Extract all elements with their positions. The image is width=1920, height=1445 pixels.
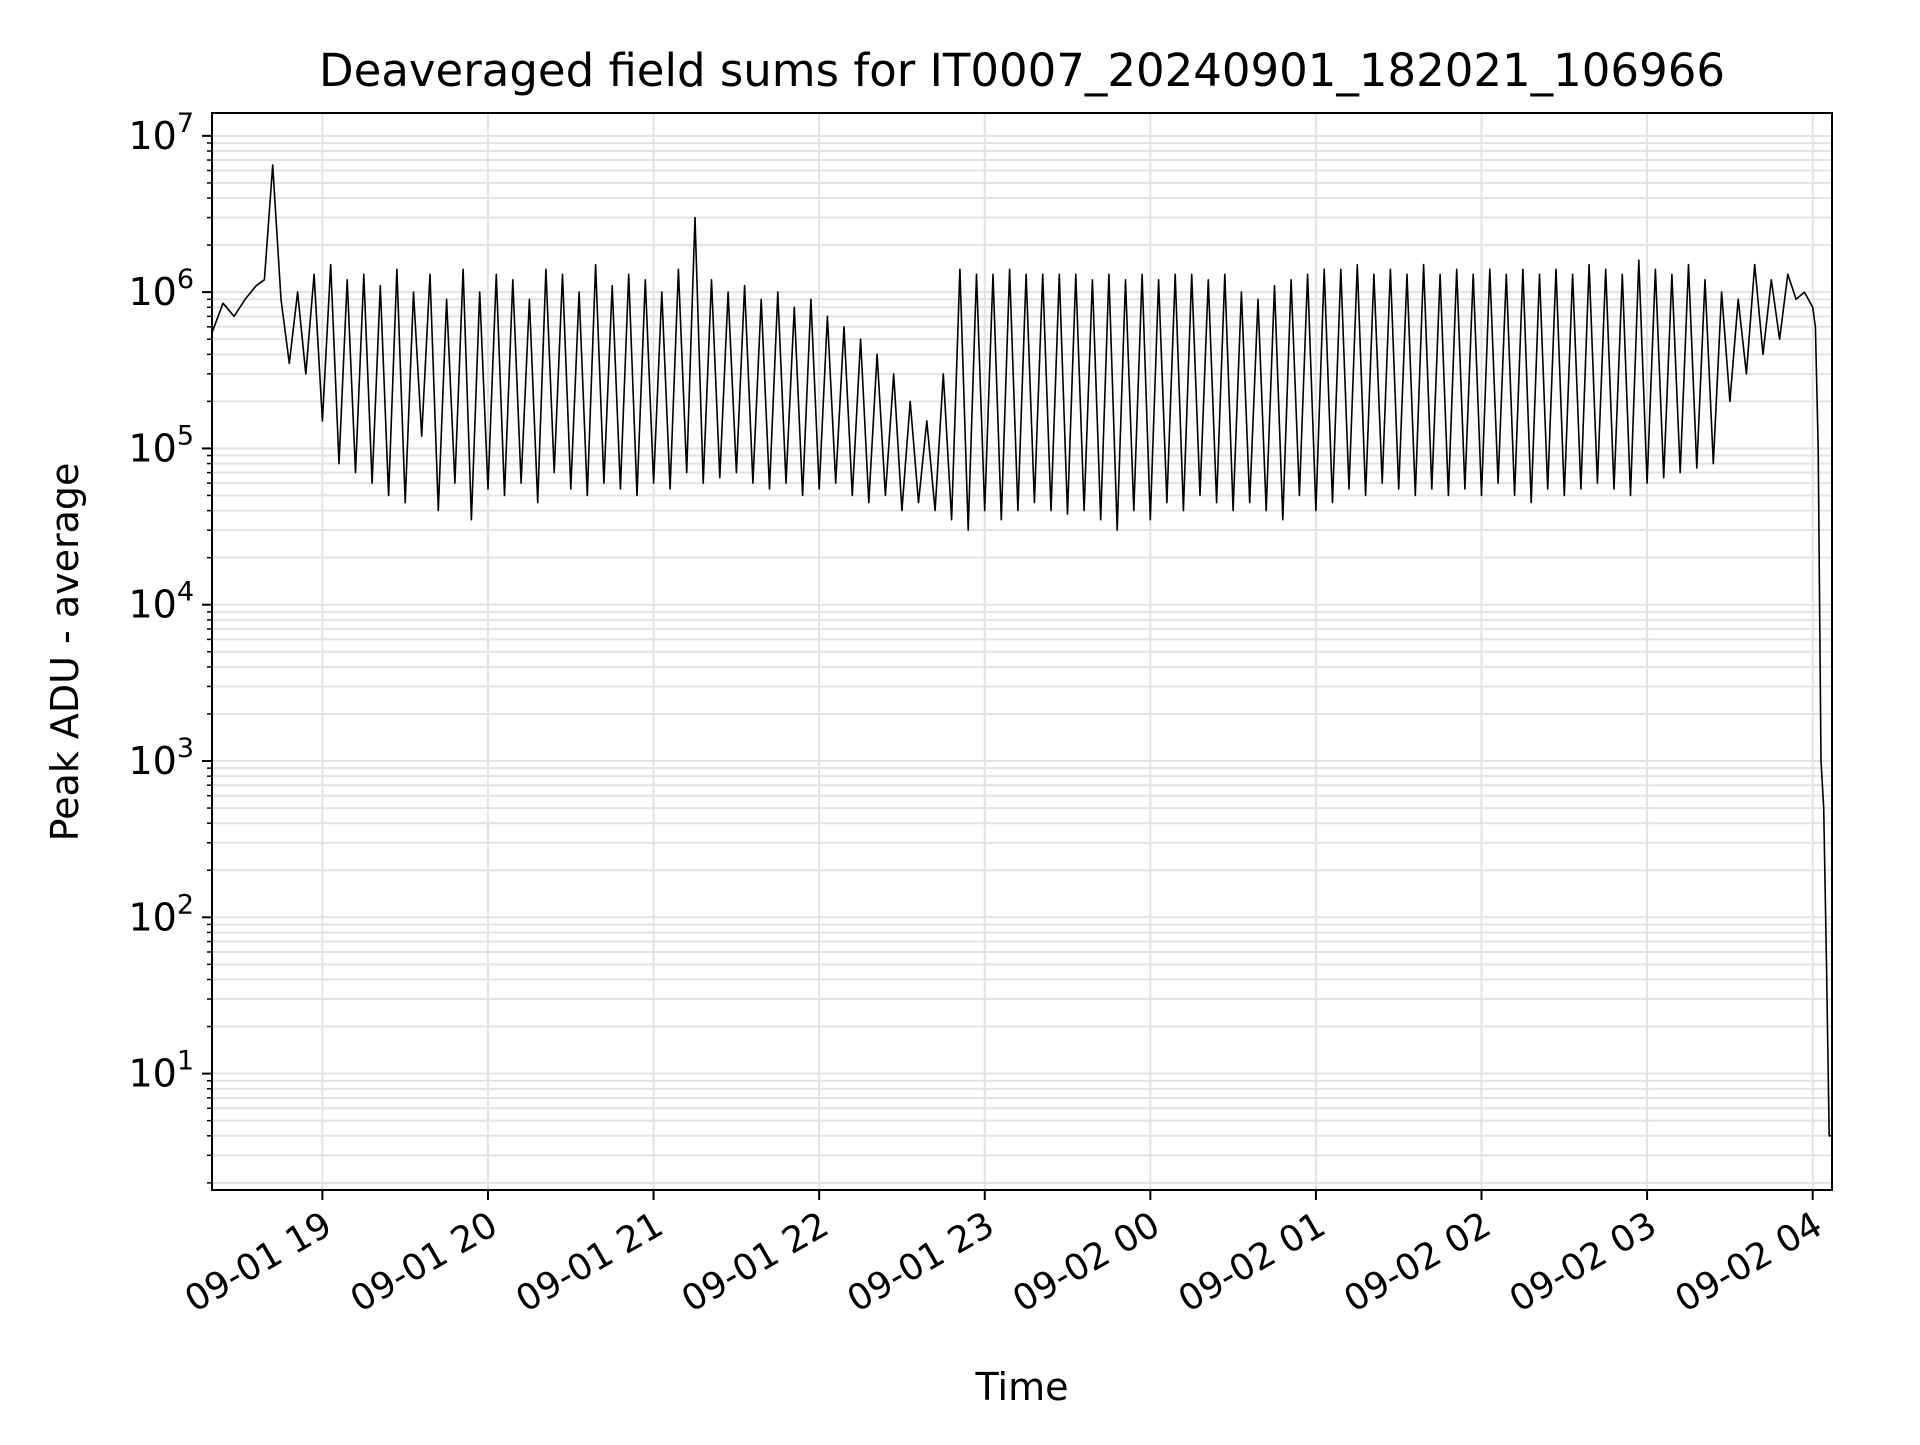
y-tick-label: 106 bbox=[128, 264, 194, 314]
y-tick-label: 104 bbox=[128, 577, 194, 627]
chart-title: Deaveraged field sums for IT0007_2024090… bbox=[319, 44, 1725, 97]
y-tick-label: 103 bbox=[128, 733, 194, 783]
y-tick-label: 102 bbox=[128, 889, 194, 939]
x-axis-label: Time bbox=[975, 1365, 1069, 1409]
y-tick-label: 105 bbox=[128, 420, 194, 470]
series-line bbox=[211, 164, 1832, 1137]
grid bbox=[212, 113, 1832, 1190]
y-axis-label: Peak ADU - average bbox=[43, 463, 87, 842]
plot-data bbox=[211, 164, 1832, 1137]
y-tick-label: 101 bbox=[128, 1046, 194, 1096]
y-tick-label: 107 bbox=[128, 108, 194, 158]
